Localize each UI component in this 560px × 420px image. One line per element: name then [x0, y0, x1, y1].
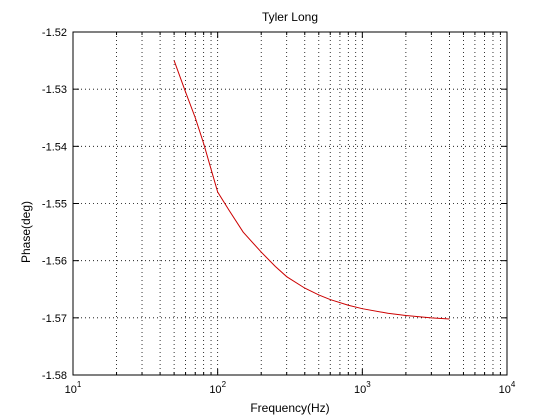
series-layer: [173, 60, 450, 320]
y-tick-label: -1.58: [42, 370, 67, 382]
series-line: [173, 60, 450, 320]
y-tick-label: -1.57: [42, 313, 67, 325]
x-tick-label: 102: [209, 380, 226, 396]
chart-title: Tyler Long: [262, 10, 318, 24]
y-axis-title: Phase(deg): [19, 201, 33, 263]
y-tick-label: -1.53: [42, 84, 67, 96]
tick-marks: [72, 31, 507, 376]
x-tick-label: 104: [499, 380, 516, 396]
y-tick-label: -1.56: [42, 256, 67, 268]
y-tick-label: -1.52: [42, 27, 67, 39]
y-tick-label: -1.54: [42, 141, 67, 153]
y-tick-label: -1.55: [42, 199, 67, 211]
x-tick-label: 101: [65, 380, 82, 396]
x-tick-label: 103: [354, 380, 371, 396]
grid-lines: [73, 32, 507, 375]
x-axis-title: Frequency(Hz): [250, 401, 329, 415]
